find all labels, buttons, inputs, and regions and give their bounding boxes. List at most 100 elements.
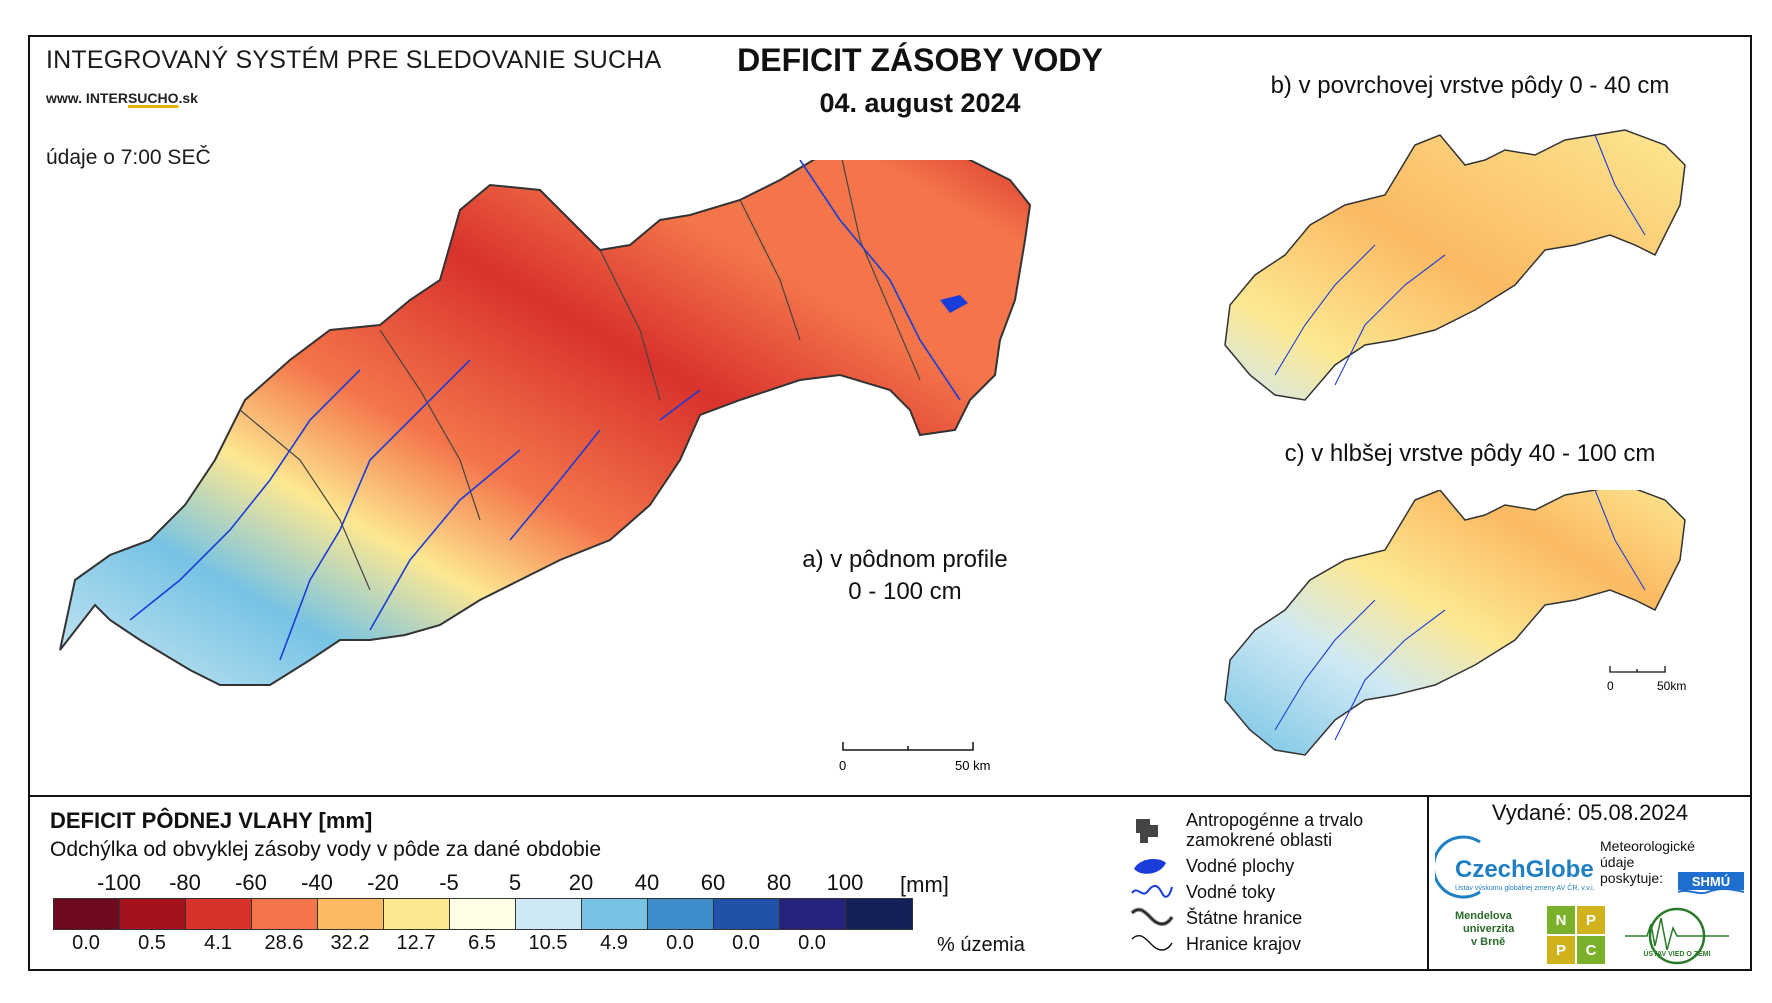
map-a-label-line1: a) v pôdnom profile bbox=[802, 546, 1008, 573]
ramp-percentage-value: 0.5 bbox=[138, 932, 166, 954]
nppc-p1: P bbox=[1577, 906, 1605, 934]
shmu-text: SHMÚ bbox=[1692, 874, 1730, 889]
ramp-swatch bbox=[54, 899, 120, 929]
slovakia-outline-c bbox=[1224, 490, 1686, 756]
legend-region-border: Hranice krajov bbox=[1130, 934, 1301, 954]
ramp-tick-label: -80 bbox=[169, 870, 201, 895]
uvz-text: ÚSTAV VIED O ZEMI bbox=[1643, 949, 1710, 958]
ramp-tick-label: 40 bbox=[634, 870, 660, 895]
scale-bar-main: 0 50 km bbox=[839, 742, 990, 773]
legend-subtitle: Odchýlka od obvyklej zásoby vody v pôde … bbox=[50, 838, 602, 861]
mendel-line2: univerzita bbox=[1463, 923, 1515, 935]
legend-urban: Antropogénne a trvalo zamokrené oblasti bbox=[1130, 810, 1430, 850]
water-body-icon bbox=[1134, 859, 1166, 874]
nppc-c: C bbox=[1577, 936, 1605, 964]
ramp-percentage-value: 6.5 bbox=[468, 932, 496, 954]
footer-divider bbox=[1427, 795, 1429, 971]
color-ramp bbox=[53, 898, 913, 930]
legend-urban-label: Antropogénne a trvalo zamokrené oblasti bbox=[1186, 810, 1364, 850]
map-a-label-line2: 0 - 100 cm bbox=[848, 578, 962, 605]
map-c-label: c) v hlbšej vrstve pôdy 40 - 100 cm bbox=[1284, 440, 1656, 467]
ramp-swatch bbox=[780, 899, 846, 929]
ramp-percentage-value: 0.0 bbox=[798, 932, 826, 954]
river-icon bbox=[1131, 885, 1173, 898]
ramp-percentage-value: 0.0 bbox=[732, 932, 760, 954]
website-link[interactable]: www. INTERSUCHO.sk bbox=[46, 90, 198, 106]
region-border-icon bbox=[1131, 935, 1173, 951]
mendel-university-logo: Mendelova univerzita v Brně bbox=[1455, 910, 1514, 949]
ramp-swatch bbox=[186, 899, 252, 929]
nppc-logo: N P P C bbox=[1547, 906, 1605, 964]
ramp-swatch bbox=[318, 899, 384, 929]
legend-water-bodies: Vodné plochy bbox=[1130, 856, 1294, 876]
map-a-soil-profile bbox=[59, 160, 1032, 686]
ramp-percentage-value: 4.1 bbox=[204, 932, 232, 954]
system-title: INTEGROVANÝ SYSTÉM PRE SLEDOVANIE SUCHA bbox=[46, 46, 662, 74]
website-brand: SUCHO bbox=[127, 90, 179, 106]
ramp-swatch bbox=[252, 899, 318, 929]
time-note: údaje o 7:00 SEČ bbox=[46, 146, 211, 169]
ramp-tick-label: 100 bbox=[826, 870, 864, 895]
czechglobe-subtitle: Ústav výskumu globálnej zmeny AV ČR, v.v… bbox=[1455, 885, 1595, 892]
ramp-swatch bbox=[450, 899, 516, 929]
percent-unit: % územia bbox=[937, 934, 1025, 956]
ramp-percentage-value: 32.2 bbox=[330, 932, 370, 954]
ramp-unit: [mm] bbox=[900, 872, 949, 897]
ramp-tick-label: 5 bbox=[508, 870, 522, 895]
ramp-tick-label: -60 bbox=[235, 870, 267, 895]
ramp-percentage-value: 12.7 bbox=[396, 932, 436, 954]
map-b-surface-layer bbox=[1224, 129, 1686, 401]
rivers-a bbox=[129, 160, 961, 661]
ramp-swatch bbox=[120, 899, 186, 929]
ramp-swatch bbox=[384, 899, 450, 929]
main-title: DEFICIT ZÁSOBY VODY bbox=[737, 42, 1103, 78]
shmu-logo-icon: SHMÚ bbox=[1677, 872, 1745, 895]
legend-state-border-label: Štátne hranice bbox=[1186, 908, 1303, 928]
mendel-line1: Mendelova bbox=[1455, 910, 1512, 922]
ramp-tick-label: 20 bbox=[568, 870, 594, 895]
ramp-tick-label: 60 bbox=[700, 870, 726, 895]
map-c-deeper-layer bbox=[1224, 490, 1686, 756]
ramp-tick-label: 80 bbox=[766, 870, 792, 895]
lake-a bbox=[940, 295, 968, 313]
czechglobe-logo-text: CzechGlobe bbox=[1455, 856, 1594, 883]
legend-rivers-label: Vodné toky bbox=[1186, 882, 1276, 902]
ramp-percentage-value: 28.6 bbox=[264, 932, 304, 954]
panel-divider bbox=[28, 795, 1752, 797]
scale-main-zero: 0 bbox=[839, 758, 846, 773]
scale-small-end: 50km bbox=[1657, 679, 1686, 693]
legend-title: DEFICIT PÔDNEJ VLAHY [mm] bbox=[50, 808, 373, 833]
ramp-percentage-value: 4.9 bbox=[600, 932, 628, 954]
legend-water-label: Vodné plochy bbox=[1186, 856, 1295, 876]
slovakia-outline-a bbox=[59, 160, 1032, 686]
region-borders-a bbox=[239, 160, 921, 591]
scale-bar-small: 0 50km bbox=[1607, 666, 1686, 693]
ramp-tick-label: -20 bbox=[367, 870, 399, 895]
state-border-icon bbox=[1130, 907, 1174, 926]
ramp-tick-label: -5 bbox=[439, 870, 459, 895]
ramp-swatch bbox=[714, 899, 780, 929]
ramp-swatch bbox=[516, 899, 582, 929]
ramp-tick-label: -100 bbox=[96, 870, 142, 895]
ramp-swatch bbox=[582, 899, 648, 929]
website-prefix: www. INTER bbox=[46, 90, 128, 106]
scale-small-zero: 0 bbox=[1607, 679, 1614, 693]
ramp-swatch bbox=[648, 899, 714, 929]
legend-rivers: Vodné toky bbox=[1130, 882, 1275, 902]
uvz-logo-icon: ÚSTAV VIED O ZEMI bbox=[1625, 907, 1729, 965]
legend-region-border-label: Hranice krajov bbox=[1186, 934, 1302, 954]
map-date: 04. august 2024 bbox=[819, 88, 1021, 118]
ramp-tick-label: -40 bbox=[301, 870, 333, 895]
czechglobe-logo-icon bbox=[1435, 835, 1481, 899]
website-suffix: .sk bbox=[178, 90, 198, 106]
slovakia-outline-b bbox=[1224, 129, 1686, 401]
scale-main-end: 50 km bbox=[955, 758, 990, 773]
rivers-c bbox=[1274, 490, 1646, 741]
urban-area-icon bbox=[1136, 819, 1158, 843]
ramp-percentage-value: 0.0 bbox=[666, 932, 694, 954]
ramp-percentage-value: 10.5 bbox=[528, 932, 568, 954]
nppc-p2: P bbox=[1547, 936, 1575, 964]
ramp-percentage-value: 0.0 bbox=[72, 932, 100, 954]
issued-date: Vydané: 05.08.2024 bbox=[1491, 800, 1689, 825]
nppc-n: N bbox=[1547, 906, 1575, 934]
